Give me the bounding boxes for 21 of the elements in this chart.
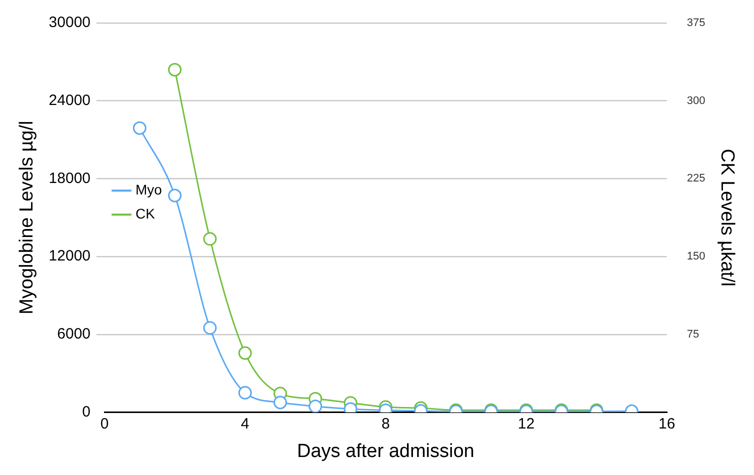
- y-tick-label: 0: [82, 403, 91, 420]
- x-tick-label: 16: [658, 415, 676, 432]
- legend-label: Myo: [136, 181, 162, 198]
- y2-tick-label: 300: [686, 94, 706, 107]
- y-tick-label: 12000: [48, 248, 91, 265]
- x-tick-label: 4: [240, 415, 250, 432]
- y2-tick-label: 150: [686, 250, 706, 263]
- x-tick-label: 8: [382, 415, 390, 432]
- y-axis-title: Myoglobine Levels µg/l: [16, 120, 38, 314]
- y2-tick-label: 375: [686, 17, 706, 30]
- y2-tick-label: 75: [686, 328, 700, 340]
- y2-axis-title: CK Levels µkat/l: [716, 148, 738, 286]
- y2-tick-label: 225: [686, 172, 706, 185]
- x-tick-label: 12: [518, 415, 535, 432]
- y-tick-label: 18000: [48, 170, 91, 187]
- legend-label: CK: [136, 205, 156, 222]
- y-tick-label: 24000: [48, 92, 91, 109]
- y-tick-label: 30000: [48, 14, 91, 32]
- x-axis-title: Days after admission: [296, 440, 474, 462]
- y-tick-label: 6000: [57, 326, 91, 342]
- x-tick-label: 0: [100, 415, 109, 432]
